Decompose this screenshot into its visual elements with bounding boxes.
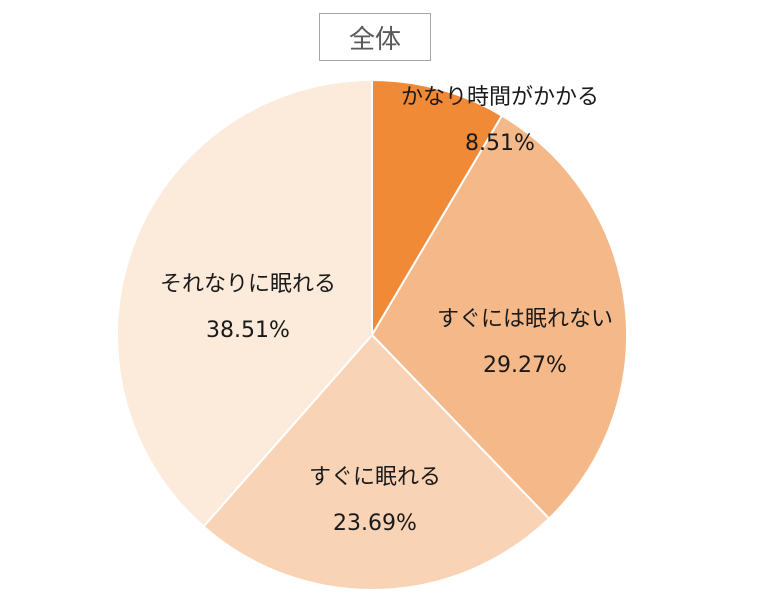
slice-moderately <box>116 78 373 528</box>
slice-soon <box>202 333 551 591</box>
slice-value-label: 8.51% <box>465 131 535 156</box>
slice-very-long <box>371 78 504 339</box>
chart-title: 全体 <box>319 13 431 61</box>
slice-value-label: 23.69% <box>333 511 417 536</box>
slice-value-label: 38.51% <box>206 318 290 343</box>
slice-label: すぐに眠れる <box>309 465 441 490</box>
slice-label: それなりに眠れる <box>160 272 336 297</box>
slice-value-label: 29.27% <box>483 353 567 378</box>
slice-label: すぐには眠れない <box>437 307 613 332</box>
slice-not-soon <box>370 114 628 520</box>
slice-label: かなり時間がかかる <box>401 85 599 110</box>
